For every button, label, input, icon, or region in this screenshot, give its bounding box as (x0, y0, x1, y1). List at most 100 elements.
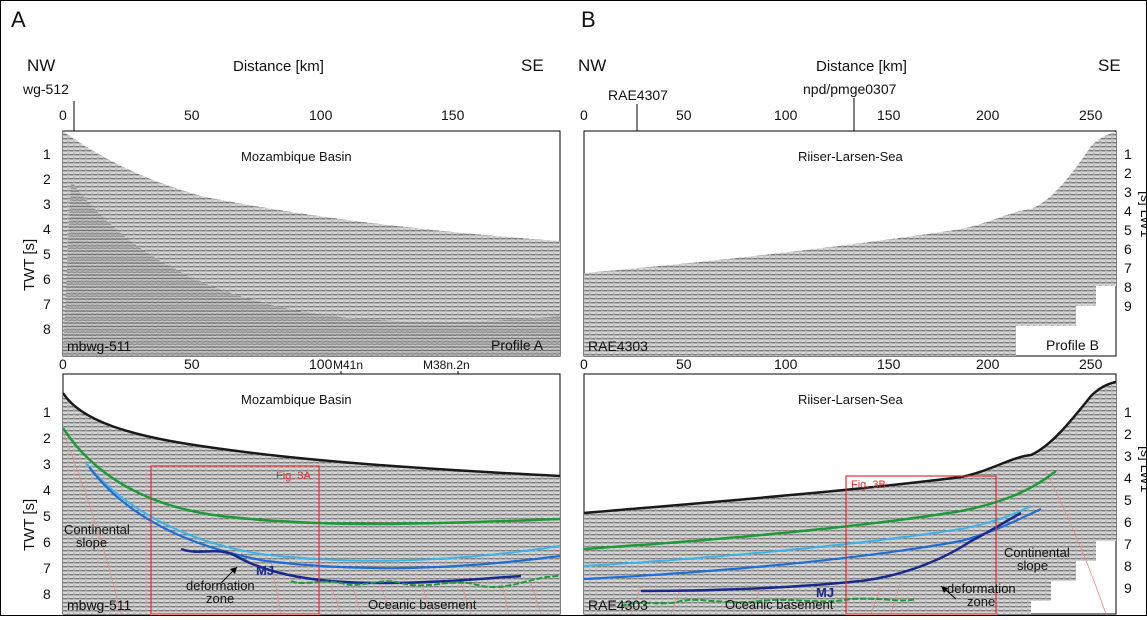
panel-b-blue-horizon (584, 508, 1042, 581)
panel-a-mj-label: MJ (256, 563, 274, 578)
panel-a-bottom-yaxis-label: TWT [s] (21, 499, 38, 551)
y-tick: 9 (1124, 298, 1132, 314)
panel-a-tick: 100 (309, 107, 333, 123)
panel-a-arrow-head (230, 567, 237, 574)
panel-b-bottom-sea-label: Riiser-Larsen-Sea (798, 392, 904, 407)
panel-a-top-profile-label: Profile A (491, 337, 544, 353)
panel-a-bottom-yaxis: 1 2 3 4 5 6 7 8 (43, 404, 51, 602)
panel-b-top-profile-label: Profile B (1046, 337, 1099, 353)
y-tick: 7 (43, 560, 51, 576)
y-tick: 8 (1124, 558, 1132, 574)
y-tick: 4 (43, 482, 51, 498)
y-tick: 2 (1124, 426, 1132, 442)
panel-b-slope-label-1: Continental (1004, 545, 1070, 560)
y-tick: 4 (1124, 470, 1132, 486)
y-tick: 7 (43, 296, 51, 312)
panel-b-tick: 200 (976, 356, 1000, 372)
panel-b-deformation-label-1: deformation (947, 581, 1016, 596)
panel-a-well-label: wg-512 (22, 81, 69, 97)
panel-b-tick: 0 (580, 107, 588, 123)
panel-a-tick: 50 (184, 356, 200, 372)
panel-b-top-axis: 0 50 100 150 200 250 (580, 107, 1103, 123)
panel-b-se-label: SE (1098, 56, 1121, 75)
y-tick: 2 (1124, 165, 1132, 181)
panel-b-green-horizon (584, 470, 1057, 551)
y-tick: 4 (43, 221, 51, 237)
panel-a-basement-label: Oceanic basement (368, 597, 477, 612)
panel-b-bottom-yaxis: 1 2 3 4 5 6 7 8 9 (1124, 404, 1132, 596)
panel-a-bottom-line-label: mbwg-511 (67, 597, 132, 613)
panel-b-tick: 150 (877, 356, 901, 372)
panel-b-fig-reference-label: Fig. 3B (851, 479, 886, 491)
magnetic-anomaly-m38n2n: M38n.2n (423, 358, 470, 372)
panel-b-mj-horizon (640, 511, 1022, 593)
y-tick: 8 (1124, 279, 1132, 295)
panel-b-marker-npd: npd/pmge0307 (803, 81, 897, 97)
panel-b-mj-label: MJ (816, 585, 834, 600)
panel-a-seafloor-horizon (63, 392, 560, 478)
panel-a-basement-horizon (290, 575, 560, 588)
panel-a-top-line-label: mbwg-511 (67, 338, 132, 354)
panel-a-se-label: SE (521, 56, 544, 75)
y-tick: 7 (1124, 536, 1132, 552)
panel-b-distance-title: Distance [km] (816, 58, 907, 75)
y-tick: 6 (1124, 241, 1132, 257)
panel-a-top-deep-reflectors (63, 181, 560, 356)
panel-a-nw-label: NW (27, 56, 55, 75)
panel-b-top-yaxis: 1 2 3 4 5 6 7 8 9 (1124, 146, 1132, 314)
panel-a-slope-label-1: Continental (64, 522, 130, 537)
y-tick: 1 (1124, 146, 1132, 162)
panel-a-deformation-label-2: zone (206, 591, 234, 606)
panel-b-tick: 250 (1079, 107, 1103, 123)
y-tick: 1 (1124, 404, 1132, 420)
panel-a-slope-label-2: slope (76, 535, 107, 550)
panel-a-top-basin-label: Mozambique Basin (241, 149, 352, 164)
panel-a-faults (63, 430, 542, 614)
y-tick: 5 (1124, 222, 1132, 238)
y-tick: 2 (43, 171, 51, 187)
y-tick: 8 (43, 321, 51, 337)
panel-b-arrow-head (941, 586, 948, 593)
y-tick: 8 (43, 586, 51, 602)
panel-b-tick: 250 (1079, 356, 1103, 372)
panel-b-nw-label: NW (578, 56, 606, 75)
magnetic-anomaly-m41n: M41n (333, 358, 363, 372)
panel-a-letter: A (11, 7, 26, 32)
panel-b-tick: 200 (976, 107, 1000, 123)
panel-b-top-sea-label: Riiser-Larsen-Sea (798, 149, 904, 164)
panel-b-tick: 100 (774, 107, 798, 123)
panel-a-bottom-basin-label: Mozambique Basin (241, 392, 352, 407)
y-tick: 5 (43, 508, 51, 524)
panel-b-tick: 150 (877, 107, 901, 123)
panel-b-bottom-axis: 0 50 100 150 200 250 (580, 356, 1103, 372)
y-tick: 3 (43, 196, 51, 212)
y-tick: 7 (1124, 260, 1132, 276)
panel-a-light-blue-horizon (85, 462, 560, 562)
panel-b-fig-reference-box (845, 475, 997, 615)
y-tick: 1 (43, 404, 51, 420)
y-tick: 6 (43, 534, 51, 550)
panel-b-tick: 0 (580, 356, 588, 372)
panel-b-slope-label-2: slope (1017, 558, 1048, 573)
y-tick: 9 (1124, 580, 1132, 596)
y-tick: 5 (43, 246, 51, 262)
y-tick: 3 (1124, 184, 1132, 200)
panel-b-basement-horizon (620, 597, 917, 607)
y-tick: 6 (1124, 514, 1132, 530)
panel-b-seafloor-horizon (584, 380, 1116, 515)
panel-b-top-yaxis-label: [s] LW1 (1138, 191, 1146, 238)
panel-b-basement-label: Oceanic basement (725, 597, 834, 612)
panel-a-tick: 100 (309, 356, 333, 372)
panel-a-top-yaxis-label: TWT [s] (21, 239, 38, 291)
panel-a-fig-reference-label: Fig. 3A (276, 470, 312, 482)
panel-a-fig-reference-box (150, 465, 320, 615)
panel-a-top-axis: 0 50 100 150 (59, 107, 465, 123)
panel-a-green-horizon (63, 427, 560, 526)
panel-b-tick: 100 (774, 356, 798, 372)
panel-b-light-blue-horizon (584, 505, 1032, 567)
panel-b-top-line-label: RAE4303 (588, 338, 648, 354)
panel-a-distance-title: Distance [km] (233, 58, 324, 75)
panel-a-tick: 0 (59, 356, 67, 372)
